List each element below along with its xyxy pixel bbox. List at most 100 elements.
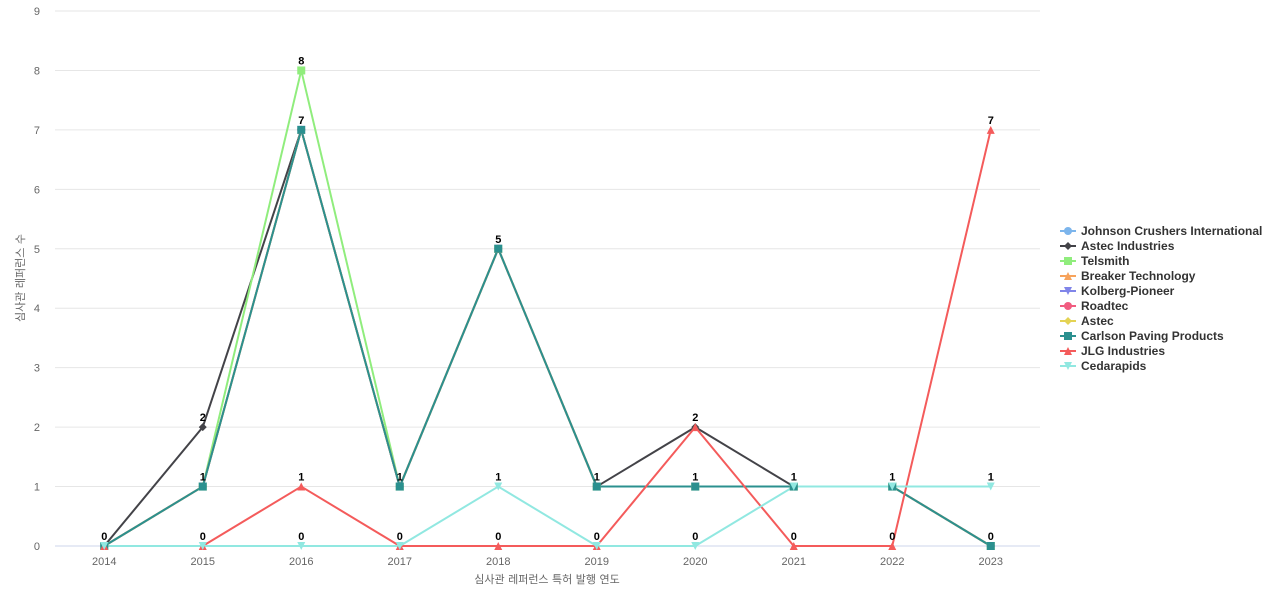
- data-point-carlson-paving-products[interactable]: [986, 542, 995, 550]
- data-point-carlson-paving-products[interactable]: [592, 482, 601, 491]
- y-tick-label: 7: [34, 125, 40, 137]
- legend-marker[interactable]: [1064, 256, 1072, 265]
- legend-marker[interactable]: [1064, 226, 1072, 235]
- data-label: 1: [988, 472, 994, 484]
- x-tick-label: 2017: [388, 556, 412, 568]
- data-label: 0: [101, 531, 107, 543]
- legend-item-breaker-technology[interactable]: Breaker Technology: [1060, 268, 1262, 283]
- legend-label: Carlson Paving Products: [1081, 328, 1224, 343]
- data-label: 0: [200, 531, 206, 543]
- legend-marker[interactable]: [1064, 346, 1072, 355]
- legend-marker[interactable]: [1064, 331, 1072, 340]
- series-line-cedarapids[interactable]: [104, 485, 991, 547]
- data-label: 1: [594, 472, 600, 484]
- data-point-cedarapids[interactable]: [100, 542, 109, 550]
- data-label: 0: [495, 531, 501, 543]
- series-line-jlg-industries[interactable]: [104, 129, 992, 547]
- legend-marker[interactable]: [1064, 361, 1072, 370]
- data-point-cedarapids[interactable]: [395, 542, 404, 550]
- data-point-carlson-paving-products[interactable]: [297, 125, 306, 134]
- data-point-astec-industries[interactable]: [198, 423, 207, 432]
- data-label: 2: [200, 412, 206, 424]
- data-point-telsmith[interactable]: [297, 66, 306, 75]
- x-tick-label: 2018: [486, 556, 510, 568]
- data-label: 0: [594, 531, 600, 543]
- data-label: 0: [988, 531, 994, 543]
- data-label: 1: [200, 472, 206, 484]
- y-tick-label: 6: [34, 184, 40, 196]
- legend-label: Astec: [1081, 313, 1114, 328]
- series-markers: [100, 66, 995, 550]
- data-label: 1: [692, 472, 698, 484]
- y-tick-label: 5: [34, 244, 40, 256]
- data-label: 0: [791, 531, 797, 543]
- legend-item-carlson-paving-products[interactable]: Carlson Paving Products: [1060, 328, 1262, 343]
- y-tick-label: 9: [34, 6, 40, 18]
- legend-item-cedarapids[interactable]: Cedarapids: [1060, 358, 1262, 373]
- data-point-jlg-industries[interactable]: [888, 542, 897, 550]
- legend-symbol: [1060, 256, 1076, 265]
- data-point-jlg-industries[interactable]: [297, 482, 306, 491]
- series-lines: [103, 69, 992, 547]
- data-point-carlson-paving-products[interactable]: [198, 482, 207, 491]
- data-point-carlson-paving-products[interactable]: [691, 482, 700, 491]
- data-point-jlg-industries[interactable]: [691, 423, 700, 432]
- y-tick-label: 1: [34, 482, 40, 494]
- data-point-cedarapids[interactable]: [198, 542, 207, 550]
- legend-marker[interactable]: [1064, 286, 1072, 295]
- x-tick-label: 2019: [585, 556, 609, 568]
- data-point-jlg-industries[interactable]: [789, 542, 798, 550]
- legend-symbol: [1060, 226, 1076, 235]
- data-label: 5: [495, 234, 501, 246]
- legend-item-roadtec[interactable]: Roadtec: [1060, 298, 1262, 313]
- legend-item-telsmith[interactable]: Telsmith: [1060, 253, 1262, 268]
- legend-marker[interactable]: [1064, 271, 1072, 280]
- legend-symbol: [1060, 331, 1076, 340]
- data-point-cedarapids[interactable]: [297, 542, 306, 550]
- legend-symbol: [1060, 346, 1076, 355]
- data-point-carlson-paving-products[interactable]: [395, 482, 404, 491]
- data-point-cedarapids[interactable]: [888, 482, 897, 491]
- x-tick-label: 2023: [979, 556, 1003, 568]
- legend-label: Cedarapids: [1081, 358, 1147, 373]
- x-tick-label: 2014: [92, 556, 116, 568]
- legend-label: JLG Industries: [1081, 343, 1166, 358]
- data-label: 0: [889, 531, 895, 543]
- data-label: 1: [889, 472, 895, 484]
- x-tick-label: 2015: [191, 556, 215, 568]
- legend-label: Roadtec: [1081, 298, 1129, 313]
- x-axis-title: 심사관 레퍼런스 특허 발행 연도: [474, 573, 620, 586]
- legend-marker[interactable]: [1064, 241, 1072, 250]
- legend-item-astec-industries[interactable]: Astec Industries: [1060, 238, 1262, 253]
- y-tick-label: 3: [34, 363, 40, 375]
- legend-item-kolberg-pioneer[interactable]: Kolberg-Pioneer: [1060, 283, 1262, 298]
- legend-item-jlg-industries[interactable]: JLG Industries: [1060, 343, 1262, 358]
- data-point-cedarapids[interactable]: [494, 482, 503, 491]
- data-point-jlg-industries[interactable]: [494, 542, 503, 550]
- data-labels: 0 2 8 7 5 2 7 1 1 1 1 1 1 1 1 1 0 0 0 0 0 0 0 0 0: [101, 55, 994, 543]
- legend-symbol: [1060, 286, 1076, 295]
- x-tick-label: 2020: [683, 556, 707, 568]
- data-point-jlg-industries[interactable]: [986, 125, 995, 134]
- data-label: 7: [298, 115, 304, 127]
- legend-label: Kolberg-Pioneer: [1081, 283, 1175, 298]
- data-point-cedarapids[interactable]: [789, 482, 798, 491]
- y-axis-title: 심사관 레퍼런스 수: [14, 234, 27, 322]
- legend-marker[interactable]: [1064, 301, 1072, 310]
- legend-symbol: [1060, 301, 1076, 310]
- grid: [55, 10, 1040, 547]
- legend-label: Astec Industries: [1081, 238, 1175, 253]
- legend-item-johnson-crushers-international[interactable]: Johnson Crushers International: [1060, 223, 1262, 238]
- legend-symbol: [1060, 316, 1076, 325]
- x-tick-label: 2021: [782, 556, 806, 568]
- data-point-cedarapids[interactable]: [986, 482, 995, 491]
- legend-item-astec[interactable]: Astec: [1060, 313, 1262, 328]
- legend-label: Breaker Technology: [1081, 268, 1196, 283]
- y-tick-label: 4: [34, 303, 40, 315]
- data-point-carlson-paving-products[interactable]: [494, 244, 503, 253]
- data-point-cedarapids[interactable]: [592, 542, 601, 550]
- legend-marker[interactable]: [1064, 316, 1072, 325]
- data-point-cedarapids[interactable]: [691, 542, 700, 550]
- chart-legend: Johnson Crushers International Astec Indu…: [1060, 223, 1262, 373]
